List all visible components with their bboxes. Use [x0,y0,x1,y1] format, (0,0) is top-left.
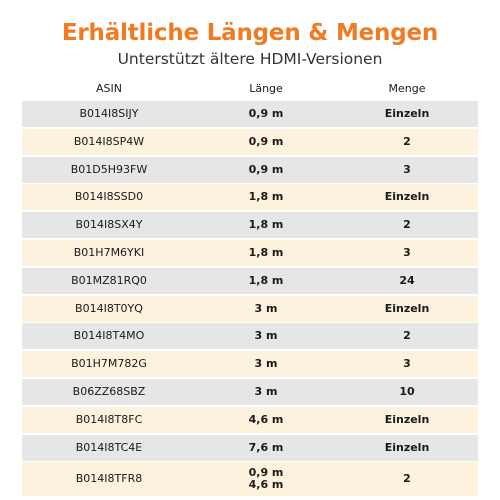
length-value: 1,8 m [248,273,284,287]
length-value: 1,8 m [248,190,284,204]
length-value: 3 m [254,384,278,398]
length-value: 3 m [254,329,278,343]
cell-length: 3 m [196,296,336,322]
length-value: 1,8 m [248,218,284,232]
table-row: B014I8TC4E 7,6 m Einzeln [22,434,478,461]
product-table: B014I8SIJY 0,9 m Einzeln B014I8SP4W 0,9 m 2 B0… [22,101,478,498]
table-row: B014I8SIJY 0,9 m Einzeln [22,101,478,127]
table-row: B01H7M782G 3 m 3 [22,351,478,378]
table-row: B014I8T8FC 4,6 m Einzeln [22,406,478,433]
cell-length: 1,8 m [196,268,336,294]
length-value: 3 m [254,301,278,315]
length-value: 0,9 m [248,107,284,120]
cell-quantity: 24 [399,273,415,287]
cell-asin: B01H7M6YKI [73,245,145,259]
cell-length: 4,6 m [196,407,336,433]
length-value: 1,8 m [248,245,284,259]
cell-quantity: Einzeln [384,107,430,120]
cell-length: 3 m [196,323,336,349]
table-row: B01MZ81RQ0 1,8 m 24 [22,267,478,294]
cell-asin: B01D5H93FW [70,162,148,176]
table-row: B01D5H93FW 0,9 m 3 [22,156,478,183]
cell-length: 0,9 m [196,129,336,155]
cell-quantity: 2 [403,134,411,148]
table-row: B014I8T0YQ 3 m Einzeln [22,295,478,322]
cell-quantity: Einzeln [384,301,430,315]
cell-length: 0,9 m [196,157,336,183]
table-row: B06ZZ68SBZ 3 m 10 [22,378,478,405]
table-row: B01H7M6YKI 1,8 m 3 [22,239,478,266]
cell-quantity: Einzeln [384,412,430,426]
cell-asin: B06ZZ68SBZ [72,384,146,398]
cell-asin: B014I8SP4W [73,134,145,148]
page-title: Erhältliche Längen & Mengen [61,20,439,46]
length-value: 4,6 m [248,478,284,492]
cell-asin: B014I8T4MO [73,329,145,343]
table-row: B014I8T4MO 3 m 2 [22,323,478,350]
cell-quantity: 3 [403,162,411,176]
cell-quantity: 2 [403,218,411,232]
cell-length: 7,6 m [196,435,336,461]
cell-asin: B014I8SX4Y [75,218,143,232]
cell-asin: B01H7M782G [71,357,147,371]
cell-length: 3 m [196,351,336,377]
cell-length: 0,9 m [196,101,336,127]
table-row: B014I8SP4W 0,9 m 2 [22,128,478,155]
header-quantity: Menge [388,82,426,95]
cell-asin: B014I8T8FC [75,412,143,426]
cell-length: 0,9 m 4,6 m [196,462,336,496]
length-value: 0,9 m [248,162,284,176]
length-value: 7,6 m [248,440,284,454]
cell-length: 1,8 m [196,240,336,266]
length-value: 4,6 m [248,412,284,426]
cell-quantity: 3 [403,357,411,371]
table-row: B014I8TFR8 0,9 m 4,6 m 2 [22,462,478,497]
cell-length: 1,8 m [196,212,336,238]
header-asin: ASIN [96,82,122,95]
header-length: Länge [249,82,283,95]
table-header: ASIN Länge Menge [22,78,478,100]
cell-asin: B014I8SIJY [79,107,139,120]
cell-quantity: 2 [403,472,411,486]
length-value: 3 m [254,357,278,371]
cell-asin: B01MZ81RQ0 [71,273,147,287]
cell-asin: B014I8T0YQ [75,301,143,315]
cell-asin: B014I8TC4E [75,440,143,454]
page-subtitle: Unterstützt ältere HDMI-Versionen [117,50,383,68]
cell-asin: B014I8TFR8 [75,472,143,486]
cell-quantity: 2 [403,329,411,343]
cell-quantity: 3 [403,245,411,259]
table-row: B014I8SSD0 1,8 m Einzeln [22,184,478,211]
cell-asin: B014I8SSD0 [74,190,144,204]
table-row: B014I8SX4Y 1,8 m 2 [22,212,478,239]
length-value: 0,9 m [248,134,284,148]
cell-quantity: 10 [399,384,415,398]
cell-quantity: Einzeln [384,190,430,204]
cell-quantity: Einzeln [384,440,430,454]
cell-length: 1,8 m [196,184,336,210]
cell-length: 3 m [196,379,336,405]
length-value: 0,9 m [248,466,284,480]
